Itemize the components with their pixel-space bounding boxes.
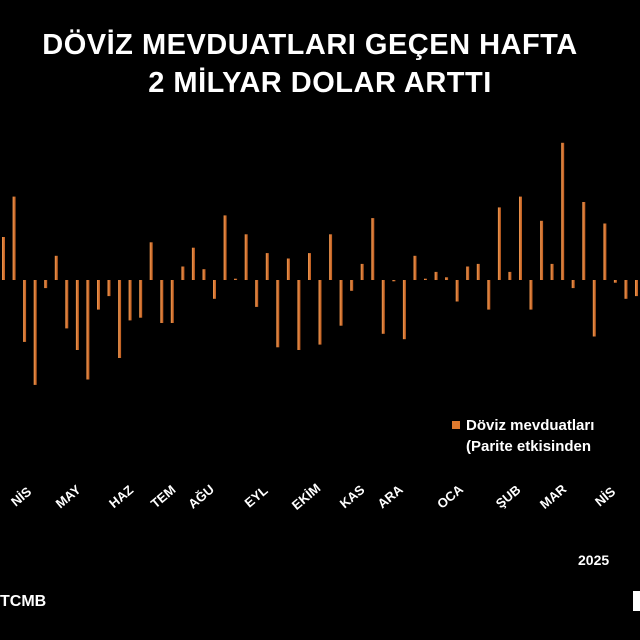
- year-label: 2025: [578, 552, 610, 568]
- month-tick-label-11: ŞUB: [493, 482, 524, 511]
- bar-17: [170, 280, 174, 323]
- month-tick-label-1: NİS: [8, 484, 34, 510]
- bar-16: [160, 280, 164, 323]
- chart-title-line-2: 2 MİLYAR DOLAR ARTTI: [148, 67, 492, 99]
- bar-57: [592, 280, 596, 337]
- bar-1: [2, 237, 5, 280]
- month-tick-label-10: OCA: [434, 481, 466, 511]
- bar-53: [550, 263, 554, 280]
- bar-11: [107, 280, 111, 297]
- bar-18: [181, 266, 185, 280]
- bar-3: [23, 280, 27, 342]
- bar-27: [276, 280, 280, 348]
- bar-44: [455, 280, 459, 302]
- bar-42: [434, 271, 438, 280]
- bar-2: [12, 196, 16, 280]
- legend: Döviz mevduatları (Parite etkisinden: [452, 415, 594, 457]
- month-tick-label-6: EYL: [242, 483, 271, 511]
- bar-48: [497, 207, 501, 280]
- bar-38: [392, 280, 396, 282]
- bar-41: [424, 278, 427, 280]
- bar-37: [381, 280, 385, 334]
- bar-50: [519, 196, 522, 280]
- legend-label: Döviz mevduatları: [466, 417, 595, 434]
- source-label: TCMB: [0, 593, 47, 610]
- bar-43: [445, 277, 449, 280]
- chart-title: DÖVİZ MEVDUATLARI GEÇEN HAFTA 2 MİLYAR D…: [0, 26, 640, 102]
- logo-fragment: [633, 591, 640, 611]
- month-tick-label-12: MAR: [537, 481, 570, 512]
- bar-14: [139, 280, 143, 318]
- bar-9: [86, 280, 90, 380]
- bar-33: [339, 280, 343, 326]
- bar-30: [308, 253, 311, 280]
- bar-61: [635, 280, 638, 297]
- bar-5: [44, 280, 48, 289]
- month-tick-label-7: EKİM: [289, 480, 324, 512]
- bar-45: [466, 266, 470, 280]
- bar-51: [529, 280, 533, 310]
- month-tick-label-4: TEM: [148, 482, 179, 511]
- bar-52: [540, 220, 544, 280]
- bar-35: [360, 263, 364, 280]
- bar-31: [318, 280, 322, 345]
- bar-28: [286, 258, 290, 280]
- bar-56: [582, 202, 586, 280]
- bar-19: [191, 247, 195, 280]
- bar-34: [350, 280, 354, 291]
- bar-13: [128, 280, 132, 321]
- bar-32: [329, 234, 333, 280]
- month-tick-label-5: AĞU: [185, 482, 217, 512]
- bar-4: [33, 280, 37, 385]
- legend-sublabel: (Parite etkisinden: [466, 438, 592, 455]
- chart-title-line-1: DÖVİZ MEVDUATLARI GEÇEN HAFTA: [42, 29, 578, 61]
- bar-10: [97, 280, 100, 310]
- bar-24: [244, 234, 248, 280]
- bar-39: [402, 280, 406, 340]
- bar-22: [223, 215, 227, 280]
- month-tick-label-2: MAY: [53, 482, 84, 512]
- bar-23: [234, 278, 238, 280]
- bar-6: [54, 255, 58, 280]
- bar-49: [508, 271, 512, 280]
- bar-8: [75, 280, 79, 350]
- bar-12: [118, 280, 122, 358]
- bar-26: [265, 253, 269, 280]
- month-tick-label-8: KAS: [337, 482, 368, 511]
- bar-60: [624, 280, 628, 299]
- month-tick-label-3: HAZ: [106, 482, 136, 511]
- bar-46: [476, 263, 480, 280]
- bar-20: [202, 269, 206, 280]
- bar-29: [297, 280, 301, 350]
- bar-7: [65, 280, 69, 329]
- month-tick-label-13: NİS: [592, 484, 618, 510]
- bar-54: [561, 142, 565, 280]
- bar-15: [149, 242, 153, 280]
- bar-36: [371, 218, 375, 280]
- bar-25: [255, 280, 259, 307]
- bar-21: [213, 280, 216, 299]
- bar-47: [487, 280, 491, 310]
- bar-40: [413, 255, 417, 280]
- bar-59: [613, 280, 617, 283]
- legend-swatch: [452, 421, 460, 429]
- month-tick-label-9: ARA: [374, 481, 406, 511]
- bar-58: [603, 223, 607, 280]
- bar-55: [571, 280, 575, 289]
